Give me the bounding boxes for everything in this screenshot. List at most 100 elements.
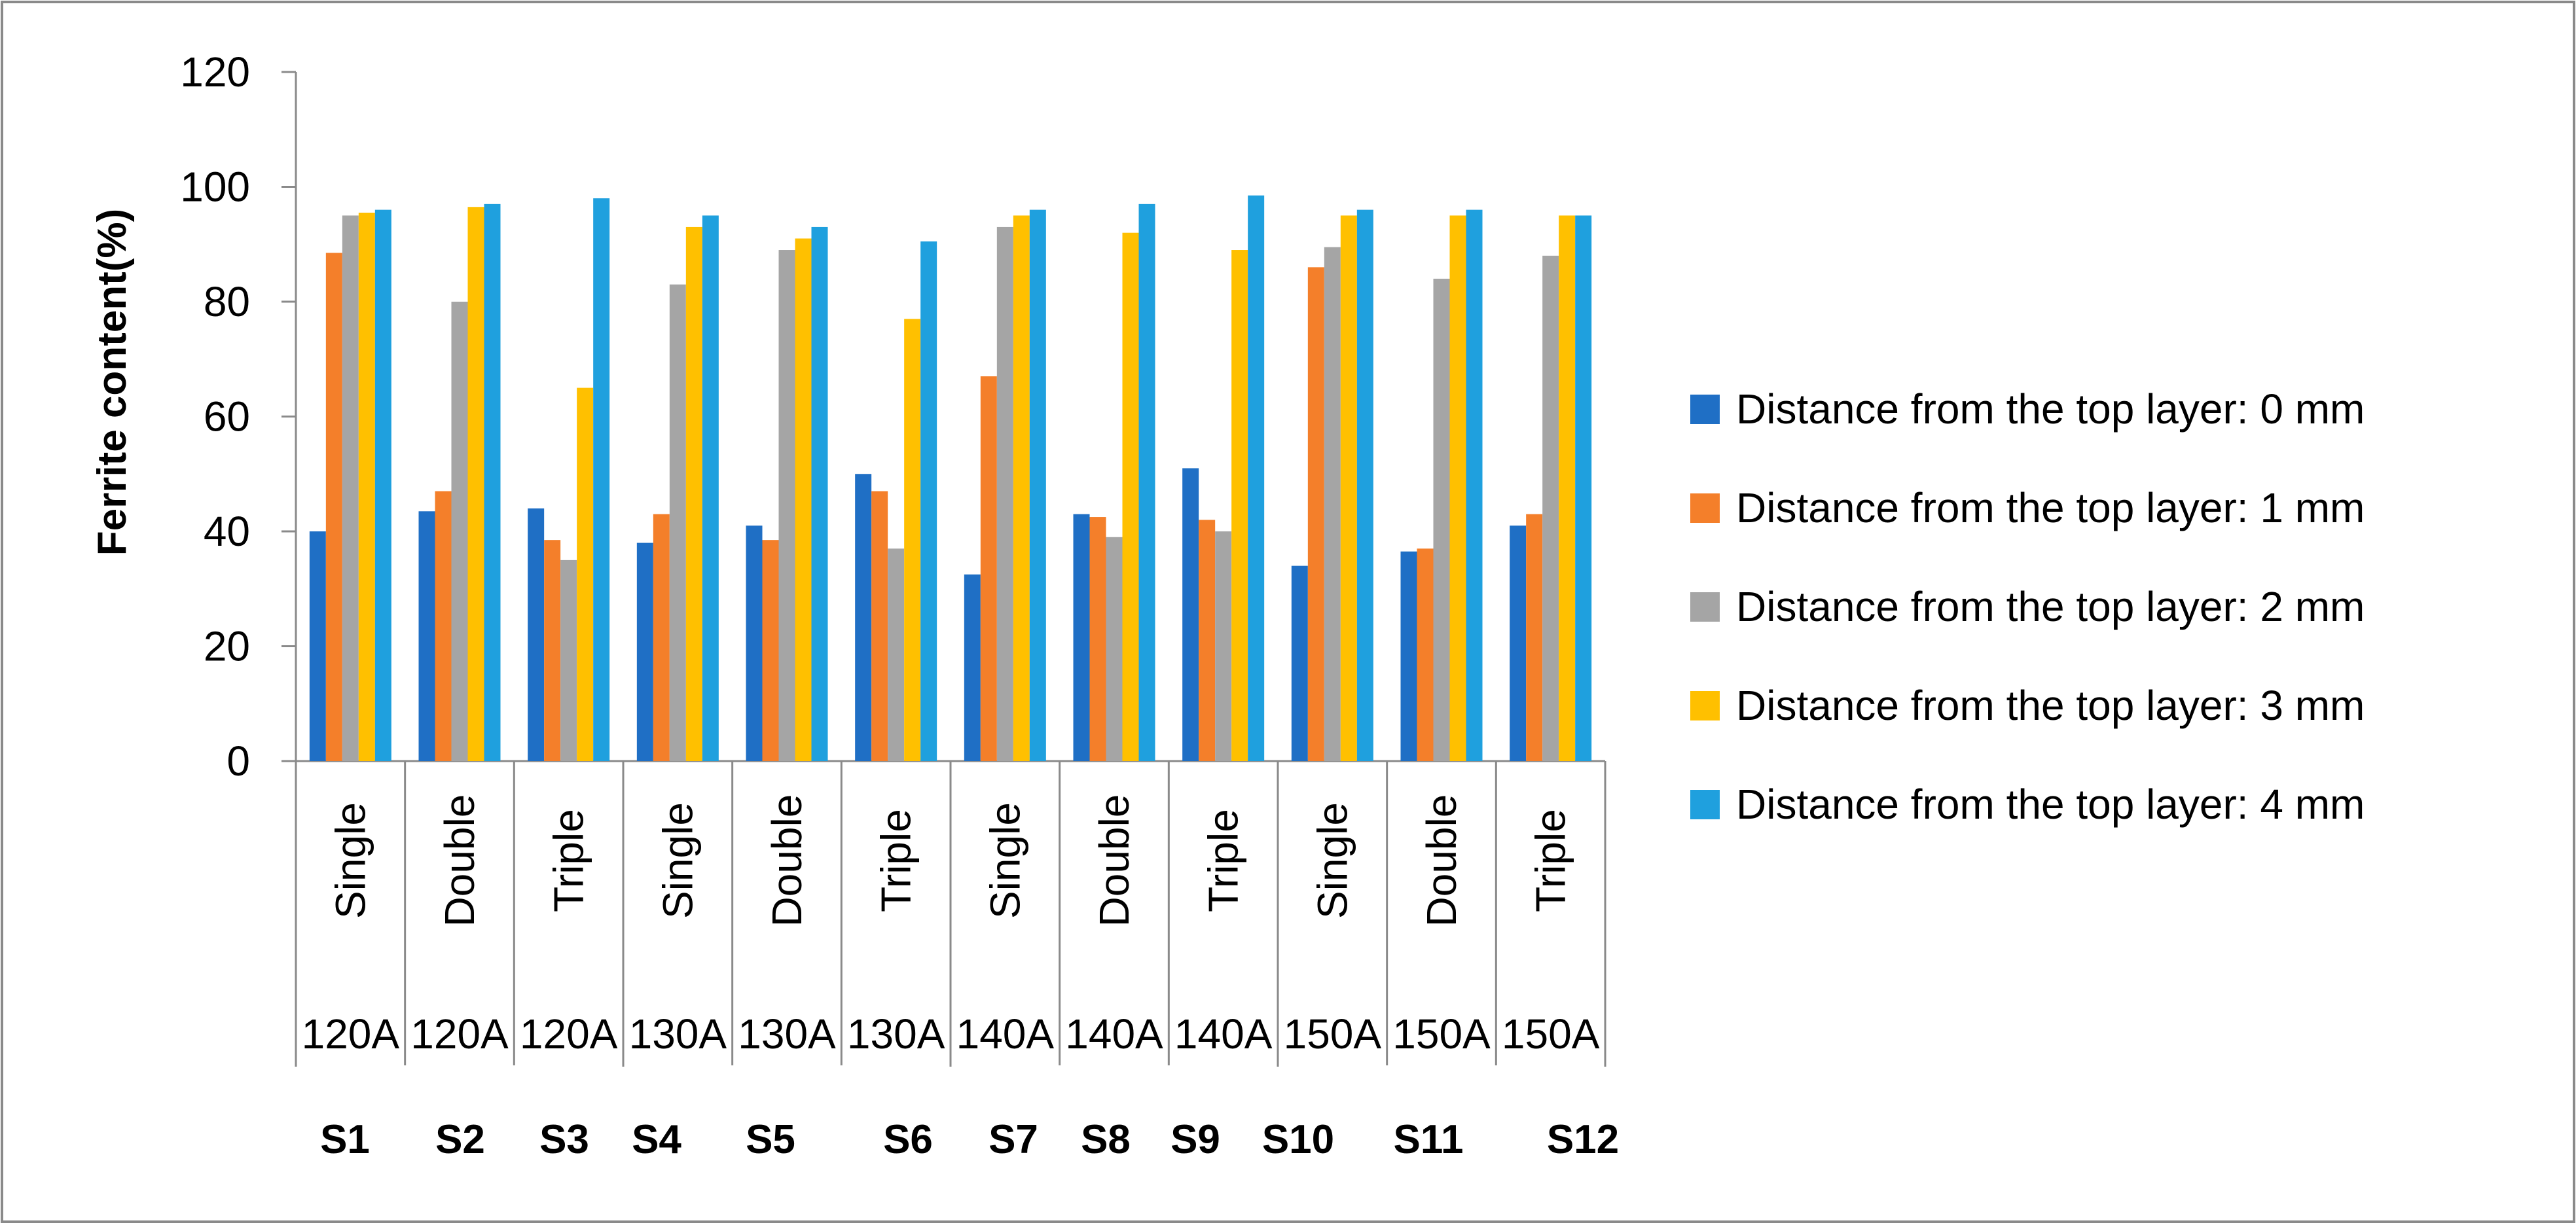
bar-s1-series-2 xyxy=(342,215,359,761)
category-layer-label: Triple xyxy=(1200,809,1247,912)
legend-swatch xyxy=(1690,592,1720,622)
bar-s6-series-3 xyxy=(904,319,921,761)
bar-s6-series-4 xyxy=(920,241,937,761)
bar-s4-series-3 xyxy=(685,226,702,761)
category-sample-label: S10 xyxy=(1262,1117,1334,1162)
y-tick-label: 100 xyxy=(180,164,250,211)
category-current-label: 130A xyxy=(738,1010,836,1058)
bar-s8-series-4 xyxy=(1138,204,1155,761)
category-sample-label: S4 xyxy=(632,1117,681,1162)
category-sample-label: S9 xyxy=(1170,1117,1220,1162)
category-sample-label: S7 xyxy=(989,1117,1038,1162)
bar-s12-series-2 xyxy=(1542,255,1559,761)
category-sample-label: S5 xyxy=(746,1117,795,1162)
category-current-label: 120A xyxy=(302,1010,400,1058)
bar-s3-series-2 xyxy=(560,560,577,761)
category-sample-label: S8 xyxy=(1081,1117,1131,1162)
bar-s4-series-1 xyxy=(653,514,670,761)
bar-s11-series-2 xyxy=(1433,278,1450,761)
category-layer-label: Triple xyxy=(545,809,592,912)
y-tick-label: 60 xyxy=(204,393,250,440)
category-layer-label: Single xyxy=(1309,802,1356,919)
bar-s10-series-4 xyxy=(1356,209,1373,762)
category-layer-label: Double xyxy=(1418,794,1465,927)
bar-s10-series-3 xyxy=(1340,215,1357,761)
bar-s9-series-4 xyxy=(1248,195,1265,762)
bar-s1-series-4 xyxy=(374,209,391,762)
bar-s5-series-1 xyxy=(762,540,779,761)
bar-s3-series-1 xyxy=(544,540,561,761)
category-current-label: 150A xyxy=(1392,1010,1491,1058)
bar-s9-series-3 xyxy=(1231,250,1248,761)
bar-s11-series-4 xyxy=(1466,209,1483,762)
legend-entry-label: Distance from the top layer: 3 mm xyxy=(1736,682,2365,729)
bar-s12-series-4 xyxy=(1575,215,1592,761)
category-layer-label: Triple xyxy=(1527,809,1574,912)
bar-s5-series-4 xyxy=(811,226,828,761)
category-current-label: 120A xyxy=(410,1010,509,1058)
bar-s8-series-1 xyxy=(1089,517,1106,761)
bar-s9-series-2 xyxy=(1215,531,1232,761)
category-layer-label: Single xyxy=(981,802,1028,919)
bar-s4-series-4 xyxy=(702,215,719,761)
bar-s2-series-3 xyxy=(467,207,484,761)
category-current-label: 140A xyxy=(1174,1010,1273,1058)
bar-s3-series-3 xyxy=(577,387,594,761)
y-tick-label: 40 xyxy=(204,508,250,555)
legend-entry-label: Distance from the top layer: 0 mm xyxy=(1736,385,2365,433)
bar-s10-series-1 xyxy=(1307,267,1324,762)
bar-s2-series-0 xyxy=(418,511,435,761)
category-current-label: 140A xyxy=(956,1010,1055,1058)
category-sample-label: S12 xyxy=(1547,1117,1619,1162)
y-tick-label: 20 xyxy=(204,623,250,670)
category-current-label: 150A xyxy=(1284,1010,1382,1058)
category-current-label: 140A xyxy=(1065,1010,1163,1058)
bar-s11-series-0 xyxy=(1400,551,1417,761)
bar-s11-series-3 xyxy=(1449,215,1466,761)
bar-s2-series-1 xyxy=(435,491,452,761)
bar-s7-series-2 xyxy=(996,226,1013,761)
bar-s10-series-0 xyxy=(1291,565,1308,761)
category-sample-label: S6 xyxy=(883,1117,933,1162)
legend-swatch xyxy=(1690,493,1720,523)
y-tick-label: 0 xyxy=(227,738,250,785)
bar-s2-series-2 xyxy=(451,302,468,761)
bar-s5-series-2 xyxy=(778,250,795,761)
bar-s10-series-2 xyxy=(1324,247,1341,761)
bar-s5-series-3 xyxy=(795,238,812,762)
bar-s1-series-1 xyxy=(325,253,342,762)
legend-swatch xyxy=(1690,691,1720,720)
bar-s7-series-3 xyxy=(1013,215,1030,761)
bar-s7-series-4 xyxy=(1029,209,1046,762)
bar-s8-series-3 xyxy=(1122,232,1139,761)
category-current-label: 130A xyxy=(847,1010,945,1058)
y-tick-label: 80 xyxy=(204,278,250,325)
bar-s8-series-2 xyxy=(1106,537,1123,761)
bar-s9-series-0 xyxy=(1182,468,1199,761)
bar-s12-series-0 xyxy=(1510,525,1527,761)
category-layer-label: Double xyxy=(1091,794,1138,927)
category-layer-label: Double xyxy=(763,794,810,927)
bar-s7-series-1 xyxy=(980,376,997,761)
bar-s2-series-4 xyxy=(484,204,501,761)
category-current-label: 120A xyxy=(520,1010,618,1058)
category-layer-label: Single xyxy=(327,802,374,919)
category-sample-label: S3 xyxy=(539,1117,589,1162)
plot-area: 0 20 40 60 80 100 120 Single 120A S1 Double 120A S2 T… xyxy=(180,48,1619,1162)
bar-s8-series-0 xyxy=(1073,514,1090,761)
category-sample-label: S11 xyxy=(1394,1117,1464,1162)
y-axis-label: Ferrite content(%) xyxy=(90,209,135,556)
bar-s6-series-2 xyxy=(888,548,905,761)
category-sample-label: S1 xyxy=(320,1117,370,1162)
y-tick-label: 120 xyxy=(180,48,250,96)
bar-s6-series-0 xyxy=(855,474,872,761)
bar-s4-series-0 xyxy=(636,542,653,761)
category-current-label: 150A xyxy=(1502,1010,1600,1058)
category-sample-label: S2 xyxy=(435,1117,485,1162)
category-layer-label: Double xyxy=(436,794,483,927)
legend-entry-label: Distance from the top layer: 2 mm xyxy=(1736,583,2365,630)
bar-s7-series-0 xyxy=(964,574,981,761)
bar-s6-series-1 xyxy=(871,491,888,761)
